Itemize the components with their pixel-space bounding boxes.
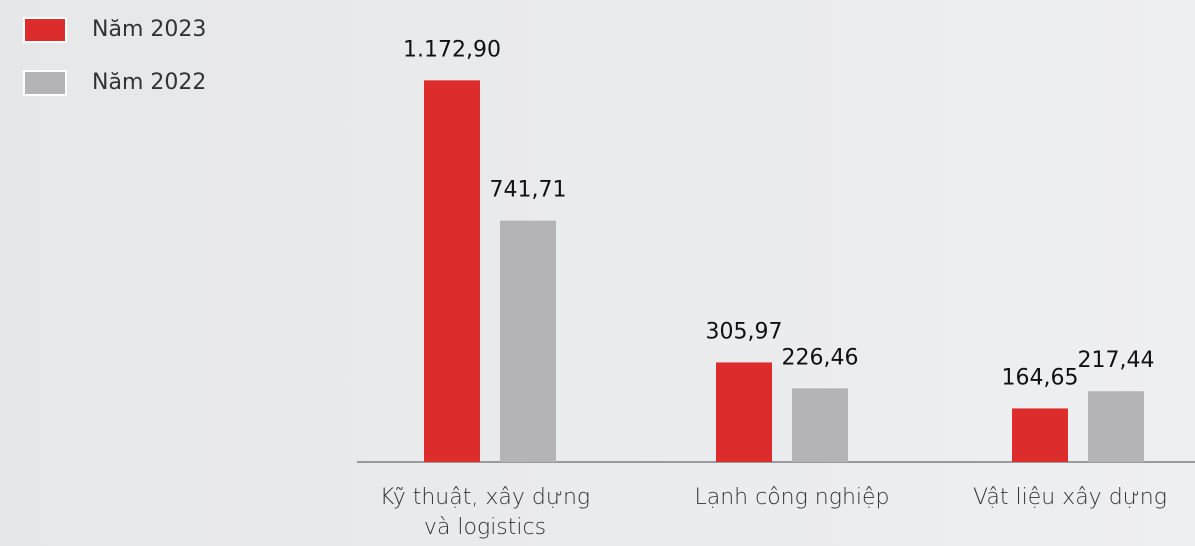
bar [424, 80, 480, 462]
chart: Năm 2023 Năm 2022 1.172,90 741,71 305,97226,… [0, 0, 1195, 546]
value-label: 226,46 [782, 345, 859, 370]
chart-svg: Năm 2023 Năm 2022 1.172,90 741,71 305,97226,… [0, 0, 1195, 546]
legend-label: Năm 2023 [92, 17, 206, 42]
bar [792, 388, 848, 462]
legend-swatch [24, 18, 66, 42]
bar [500, 221, 556, 462]
x-tick-label: Vật liệu xây dựng [950, 483, 1190, 513]
bar [1012, 408, 1068, 462]
value-label: 305,97 [706, 319, 783, 344]
legend-label: Năm 2022 [92, 70, 206, 95]
bar [716, 362, 772, 462]
value-label: 164,65 [1002, 365, 1079, 390]
value-label: 741,71 [490, 178, 567, 203]
legend-swatch [24, 71, 66, 95]
value-label: 217,44 [1078, 348, 1155, 373]
x-tick-label: Kỹ thuật, xây dựng và logistics [365, 483, 605, 543]
value-label: 1.172,90 [403, 37, 501, 62]
x-tick-label: Lạnh công nghiệp [672, 483, 912, 513]
bar [1088, 391, 1144, 462]
